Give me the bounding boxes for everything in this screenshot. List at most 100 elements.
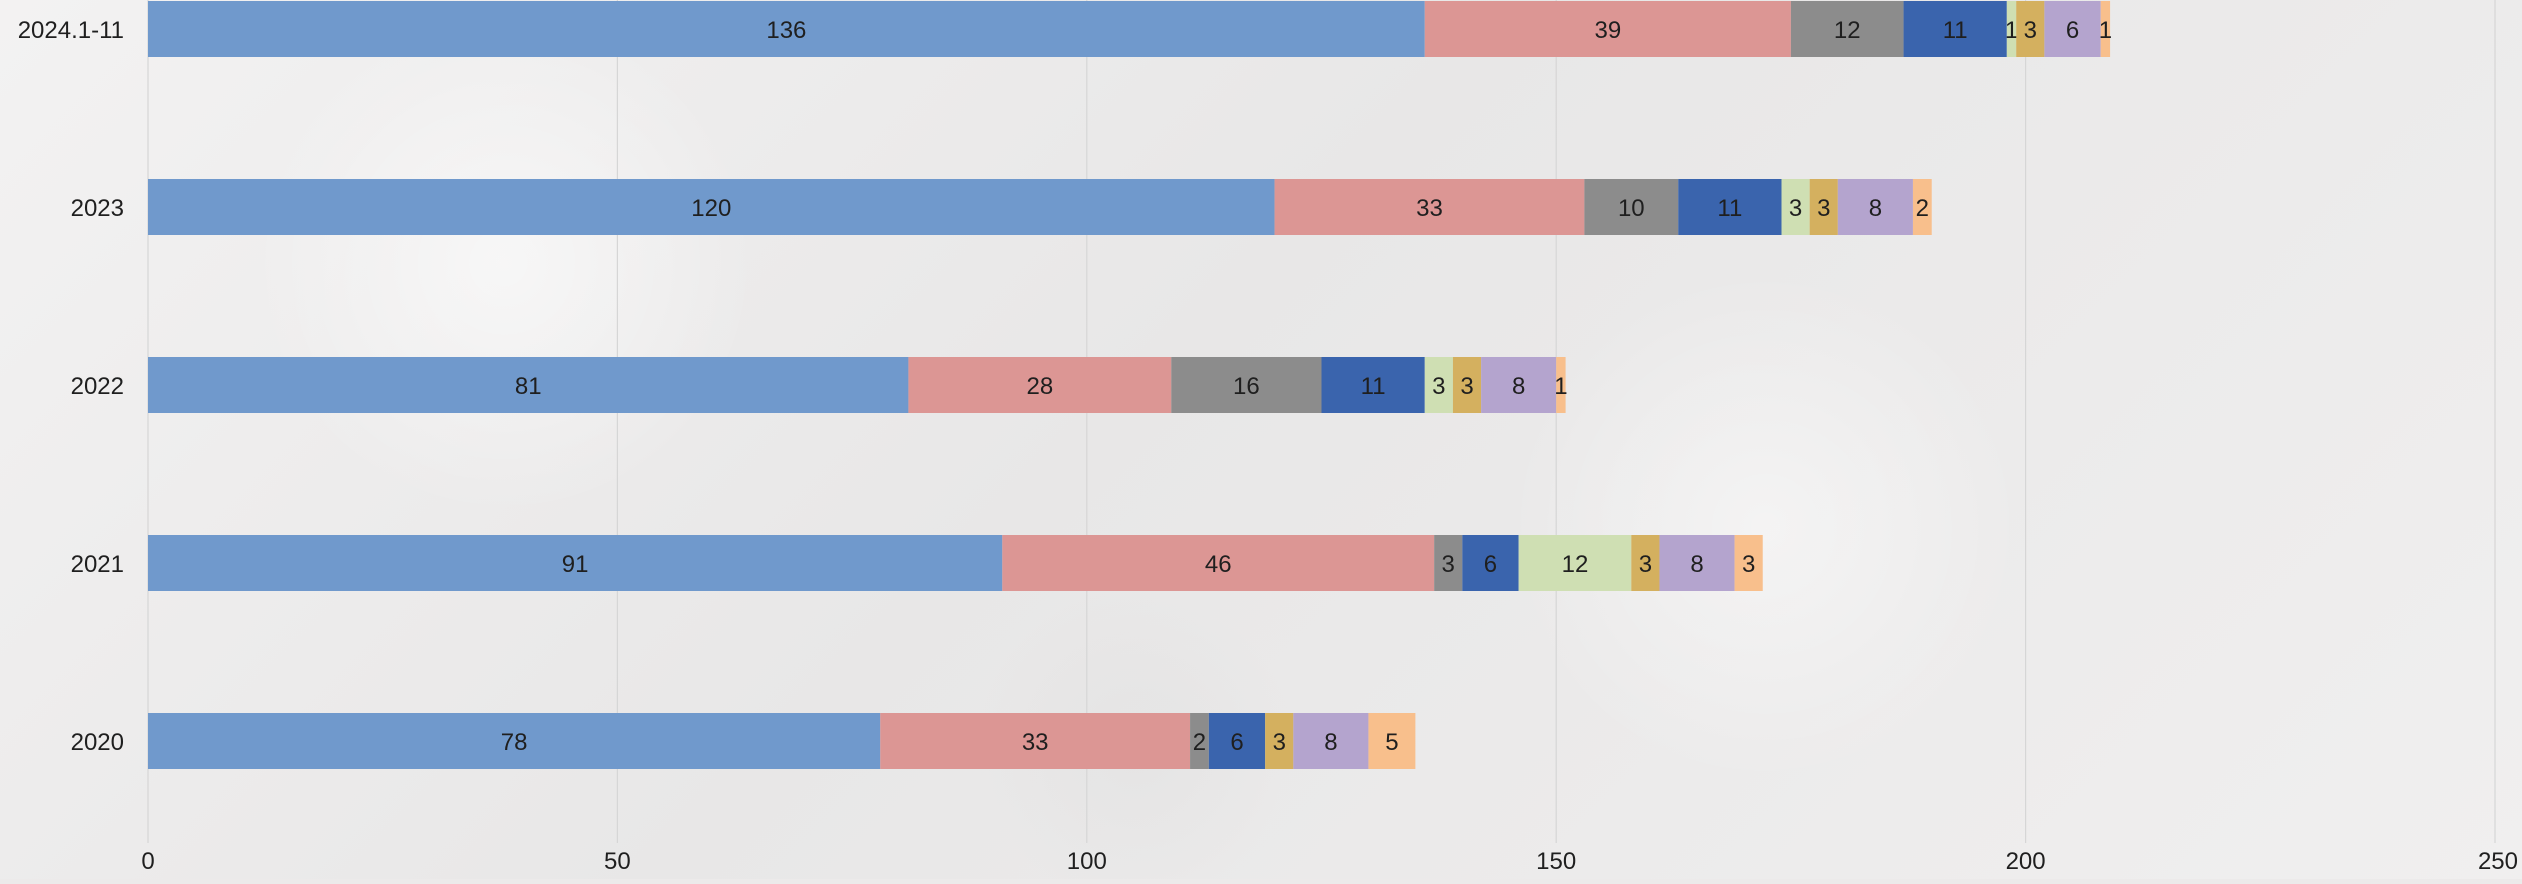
- bar-segment[interactable]: [2016, 1, 2045, 57]
- data-label: 46: [1205, 551, 1232, 578]
- data-label: 81: [515, 373, 542, 400]
- data-label: 6: [2066, 17, 2079, 44]
- bar-segment[interactable]: [1293, 713, 1369, 769]
- bar-segment[interactable]: [1837, 179, 1913, 235]
- bar-segment[interactable]: [1659, 535, 1735, 591]
- x-tick-label: 50: [604, 848, 631, 875]
- data-label: 1: [1554, 373, 1567, 400]
- bar-segment[interactable]: [2044, 1, 2101, 57]
- data-label: 8: [1869, 195, 1882, 222]
- bar-row: 136 39 12 11 1 3 6 1: [148, 1, 2112, 57]
- bar-segment[interactable]: [908, 357, 1172, 413]
- bar-segment[interactable]: [1556, 357, 1566, 413]
- y-category-label: 2023: [71, 195, 124, 222]
- bar-segment[interactable]: [1190, 713, 1209, 769]
- data-label: 6: [1230, 729, 1243, 756]
- bar-segment[interactable]: [880, 713, 1191, 769]
- bar-segment[interactable]: [148, 179, 1275, 235]
- y-category-label: 2021: [71, 551, 124, 578]
- bar-row: 120 33 10 11 3 3 8 2: [148, 179, 1932, 235]
- bar-segment[interactable]: [1424, 1, 1791, 57]
- bar-segment[interactable]: [1781, 179, 1810, 235]
- data-label: 33: [1416, 195, 1443, 222]
- x-tick-label: 150: [1536, 848, 1576, 875]
- bar-segment[interactable]: [2006, 1, 2017, 57]
- bar-segment[interactable]: [1631, 535, 1660, 591]
- data-label: 2: [1193, 729, 1206, 756]
- y-category-label: 2022: [71, 373, 124, 400]
- data-label: 3: [1817, 195, 1830, 222]
- data-label: 11: [1943, 17, 1968, 44]
- bar-segment[interactable]: [1462, 535, 1519, 591]
- data-label: 3: [1460, 373, 1473, 400]
- bar-segment[interactable]: [1368, 713, 1416, 769]
- bar-segment[interactable]: [1584, 179, 1679, 235]
- data-label: 3: [1273, 729, 1286, 756]
- gridlines: [147, 0, 2496, 843]
- x-tick-label: 250: [2478, 848, 2518, 875]
- bar-segment[interactable]: [148, 713, 881, 769]
- data-label: 2: [1916, 195, 1929, 222]
- bar-segment[interactable]: [1265, 713, 1294, 769]
- bar-segment[interactable]: [1002, 535, 1435, 591]
- data-label: 1: [2099, 17, 2112, 44]
- data-label: 120: [691, 195, 731, 222]
- x-axis-tick-labels: 0 50 100 150 200 250: [141, 848, 2518, 875]
- y-category-label: 2024.1-11: [18, 17, 124, 44]
- bar-segment[interactable]: [1481, 357, 1557, 413]
- bar-row: 91 46 3 6 12 3 8 3: [148, 535, 1763, 591]
- x-tick-label: 200: [2006, 848, 2046, 875]
- bar-segment[interactable]: [148, 535, 1003, 591]
- data-label: 33: [1022, 729, 1049, 756]
- bar-segment[interactable]: [148, 357, 909, 413]
- bar-segment[interactable]: [1518, 535, 1632, 591]
- data-label: 3: [1442, 551, 1455, 578]
- bar-segment[interactable]: [1424, 357, 1453, 413]
- bar-segment[interactable]: [1274, 179, 1585, 235]
- data-label: 28: [1027, 373, 1054, 400]
- bar-segment[interactable]: [1734, 535, 1763, 591]
- y-axis-labels: 2024.1-11 2023 2022 2021 2020: [18, 17, 124, 756]
- x-tick-label: 100: [1067, 848, 1107, 875]
- data-label: 1: [2005, 17, 2018, 44]
- bar-segment[interactable]: [1912, 179, 1932, 235]
- bar-row: 81 28 16 11 3 3 8 1: [148, 357, 1568, 413]
- data-label: 91: [562, 551, 589, 578]
- data-label: 3: [1742, 551, 1755, 578]
- data-label: 5: [1385, 729, 1398, 756]
- data-label: 12: [1834, 17, 1861, 44]
- bar-segment[interactable]: [1903, 1, 2007, 57]
- bar-segment[interactable]: [1321, 357, 1425, 413]
- data-label: 136: [766, 17, 806, 44]
- data-label: 16: [1233, 373, 1260, 400]
- data-label: 39: [1594, 17, 1621, 44]
- bar-segment[interactable]: [2100, 1, 2111, 57]
- data-label: 8: [1512, 373, 1525, 400]
- data-label: 10: [1618, 195, 1645, 222]
- data-label: 11: [1361, 373, 1386, 400]
- data-label: 78: [501, 729, 528, 756]
- bar-segment[interactable]: [1208, 713, 1266, 769]
- bar-segment[interactable]: [1171, 357, 1322, 413]
- data-label: 11: [1717, 195, 1742, 222]
- bar-segment[interactable]: [1809, 179, 1838, 235]
- bar-segment[interactable]: [148, 1, 1425, 57]
- bar-segment[interactable]: [1452, 357, 1482, 413]
- data-label: 3: [2024, 17, 2037, 44]
- data-label: 6: [1484, 551, 1497, 578]
- data-label: 3: [1789, 195, 1802, 222]
- y-category-label: 2020: [71, 729, 124, 756]
- bar-row: 78 33 2 6 3 8 5: [148, 713, 1416, 769]
- bar-segment[interactable]: [1678, 179, 1782, 235]
- data-label: 8: [1690, 551, 1703, 578]
- data-label: 3: [1432, 373, 1445, 400]
- data-label: 3: [1639, 551, 1652, 578]
- data-label: 12: [1562, 551, 1589, 578]
- bar-segment[interactable]: [1790, 1, 1904, 57]
- x-tick-label: 0: [141, 848, 154, 875]
- data-label: 8: [1324, 729, 1337, 756]
- bar-segment[interactable]: [1434, 535, 1463, 591]
